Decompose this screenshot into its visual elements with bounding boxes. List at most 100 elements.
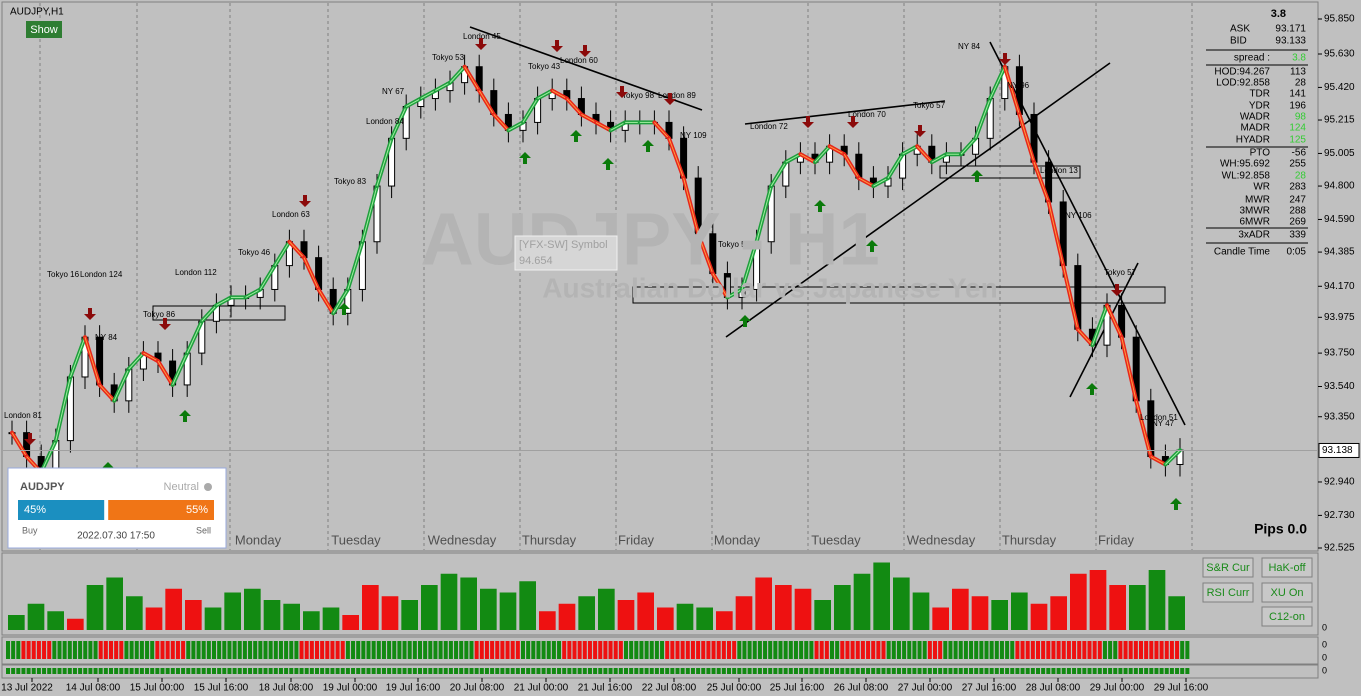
trend-strip-2 bbox=[598, 668, 603, 674]
arrow-up bbox=[739, 315, 751, 327]
ma-core bbox=[84, 337, 101, 386]
trend-strip-2 bbox=[47, 668, 52, 674]
histogram-bar bbox=[676, 603, 694, 630]
ma-core bbox=[11, 432, 28, 457]
trend-strip bbox=[1010, 641, 1015, 659]
histogram-bar bbox=[1109, 585, 1126, 630]
trend-strip bbox=[1030, 641, 1035, 659]
trend-strip-2 bbox=[387, 668, 392, 674]
day-label: Monday bbox=[714, 532, 761, 547]
trend-strip bbox=[237, 641, 242, 659]
trend-strip-2 bbox=[263, 668, 268, 674]
trend-strip bbox=[381, 641, 386, 659]
trend-strip-2 bbox=[618, 668, 623, 674]
ma-core bbox=[537, 90, 553, 99]
trend-strip bbox=[969, 641, 974, 659]
ma-core bbox=[595, 121, 611, 131]
day-label: Friday bbox=[618, 532, 655, 547]
stat-value: 0:05 bbox=[1287, 247, 1307, 258]
button-label[interactable]: S&R Cur bbox=[1206, 562, 1250, 574]
trend-strip-2 bbox=[1020, 668, 1025, 674]
histogram-bar bbox=[971, 596, 989, 630]
trend-strip bbox=[438, 641, 443, 659]
ma-core bbox=[800, 153, 816, 163]
trend-strip bbox=[587, 641, 592, 659]
stat-value: 288 bbox=[1289, 206, 1306, 217]
trend-strip-2 bbox=[490, 668, 495, 674]
x-tick-label: 25 Jul 00:00 bbox=[707, 683, 762, 694]
button-label[interactable]: HaK-off bbox=[1268, 562, 1306, 574]
widget-time: 2022.07.30 17:50 bbox=[77, 531, 155, 542]
ma-core bbox=[683, 177, 699, 234]
trend-strip bbox=[1113, 641, 1118, 659]
trend-strip-2 bbox=[31, 668, 36, 674]
session-label: NY 106 bbox=[1065, 211, 1092, 220]
trend-strip bbox=[510, 641, 515, 659]
trend-strip bbox=[351, 641, 356, 659]
session-label: London 112 bbox=[175, 268, 217, 277]
button-label[interactable]: RSI Curr bbox=[1207, 587, 1250, 599]
toolbar-button[interactable]: HaK-off bbox=[1261, 557, 1313, 578]
trend-strip-2 bbox=[155, 668, 160, 674]
arrow-up bbox=[1086, 383, 1098, 395]
arrow-down bbox=[664, 93, 676, 105]
y-tick-label: 93.975 bbox=[1324, 312, 1355, 323]
session-label: London 124 bbox=[80, 270, 123, 279]
trend-strip bbox=[294, 641, 299, 659]
button-bg[interactable] bbox=[1202, 582, 1254, 603]
trend-strip-2 bbox=[660, 668, 665, 674]
trend-strip-2 bbox=[1041, 668, 1046, 674]
show-button[interactable]: Show bbox=[26, 21, 62, 38]
ma-core bbox=[40, 440, 57, 473]
toolbar-button[interactable]: RSI Curr bbox=[1202, 582, 1254, 603]
ma-core bbox=[931, 153, 947, 163]
histogram-bar bbox=[814, 600, 831, 630]
trend-strip-2 bbox=[1087, 668, 1092, 674]
trend-strip bbox=[500, 641, 505, 659]
button-bg[interactable] bbox=[1261, 557, 1313, 578]
ma-core bbox=[610, 121, 626, 131]
button-label[interactable]: C12-on bbox=[1269, 611, 1305, 623]
trend-strip-2 bbox=[191, 668, 196, 674]
stat-value: 283 bbox=[1289, 182, 1306, 193]
ma-core bbox=[712, 273, 728, 298]
trend-strip bbox=[227, 641, 232, 659]
trend-strip-2 bbox=[866, 668, 871, 674]
histogram-bar bbox=[794, 588, 812, 630]
trend-strip bbox=[536, 641, 541, 659]
trend-strip bbox=[299, 641, 304, 659]
trend-strip bbox=[948, 641, 953, 659]
trend-strip bbox=[397, 641, 402, 659]
button-bg[interactable] bbox=[1261, 606, 1313, 627]
toolbar-button[interactable]: XU On bbox=[1261, 582, 1313, 603]
sell-bar bbox=[108, 500, 214, 520]
trend-strip bbox=[984, 641, 989, 659]
toolbar-button[interactable]: S&R Cur bbox=[1202, 557, 1254, 578]
trend-strip bbox=[423, 641, 428, 659]
trend-strip-2 bbox=[644, 668, 649, 674]
show-button-bg[interactable] bbox=[26, 21, 62, 38]
trend-strip-2 bbox=[752, 668, 757, 674]
ma-core bbox=[478, 90, 495, 115]
button-label[interactable]: XU On bbox=[1270, 587, 1303, 599]
button-bg[interactable] bbox=[1261, 582, 1313, 603]
trend-strip bbox=[871, 641, 876, 659]
session-label: London 60 bbox=[560, 56, 598, 65]
trend-strip bbox=[490, 641, 495, 659]
layer: London 81 Tokyo 16 London 124 NY 84 Tokyo 86… bbox=[4, 3, 1193, 550]
trend-strip bbox=[109, 641, 113, 659]
y-tick-label: 92.730 bbox=[1324, 510, 1355, 521]
toolbar-button[interactable]: C12-on bbox=[1261, 606, 1313, 627]
trend-strip-2 bbox=[1169, 668, 1174, 674]
y-tick-label: 93.750 bbox=[1324, 348, 1355, 359]
ma-core bbox=[1106, 305, 1123, 338]
widget-status: Neutral bbox=[164, 481, 199, 493]
trend-strip-2 bbox=[21, 668, 26, 674]
trend-strip bbox=[830, 641, 834, 659]
trend-strip bbox=[1072, 641, 1077, 659]
stat-value: 141 bbox=[1289, 89, 1306, 100]
button-bg[interactable] bbox=[1202, 557, 1254, 578]
show-button-label[interactable]: Show bbox=[30, 24, 58, 36]
stats-header: 3.8 bbox=[1271, 8, 1286, 20]
stat-value: 3.8 bbox=[1292, 53, 1306, 64]
